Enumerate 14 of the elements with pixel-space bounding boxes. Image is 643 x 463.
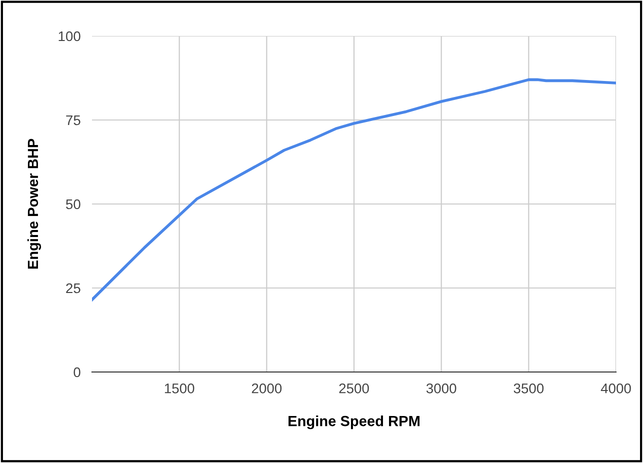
line-series <box>92 78 616 302</box>
x-tick-label: 4000 <box>600 383 631 394</box>
x-tick-label: 3500 <box>514 383 544 394</box>
y-tick-label: 0 <box>74 367 80 378</box>
x-tick-label: 2500 <box>339 383 369 394</box>
y-tick-label: 100 <box>58 31 80 42</box>
y-tick-label: 50 <box>66 199 80 210</box>
x-tick-label: 3000 <box>426 383 456 394</box>
x-tick-label: 1500 <box>164 383 194 394</box>
x-axis-title: Engine Speed RPM <box>288 416 420 430</box>
y-axis-title: Engine Power BHP <box>27 138 42 269</box>
y-tick-label: 25 <box>66 283 80 294</box>
x-tick-label: 2000 <box>252 383 282 394</box>
y-tick-label: 75 <box>66 115 80 126</box>
